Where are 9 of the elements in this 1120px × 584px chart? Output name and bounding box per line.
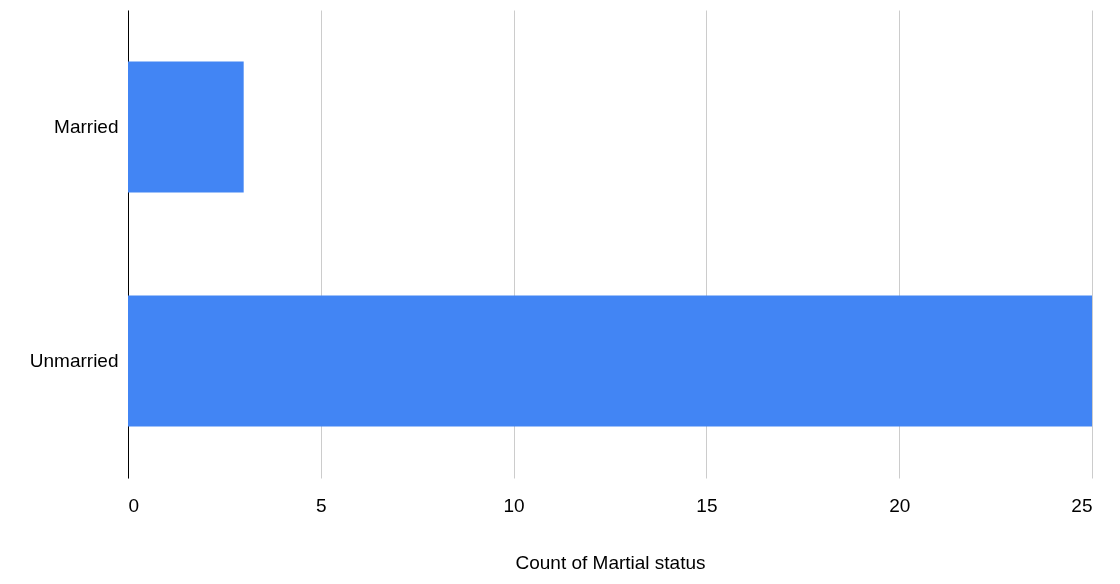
x-tick-label: 0	[128, 494, 140, 516]
x-tick-label: 15	[696, 494, 718, 516]
y-tick-label: Married	[54, 116, 119, 137]
x-tick-label: 5	[316, 494, 327, 516]
x-tick-label: 20	[889, 494, 911, 516]
x-tick-label: 25	[1071, 494, 1093, 516]
x-tick-label: 10	[503, 494, 525, 516]
y-tick-label: Unmarried	[29, 350, 119, 371]
x-axis-title: Count of Martial status	[515, 551, 706, 573]
